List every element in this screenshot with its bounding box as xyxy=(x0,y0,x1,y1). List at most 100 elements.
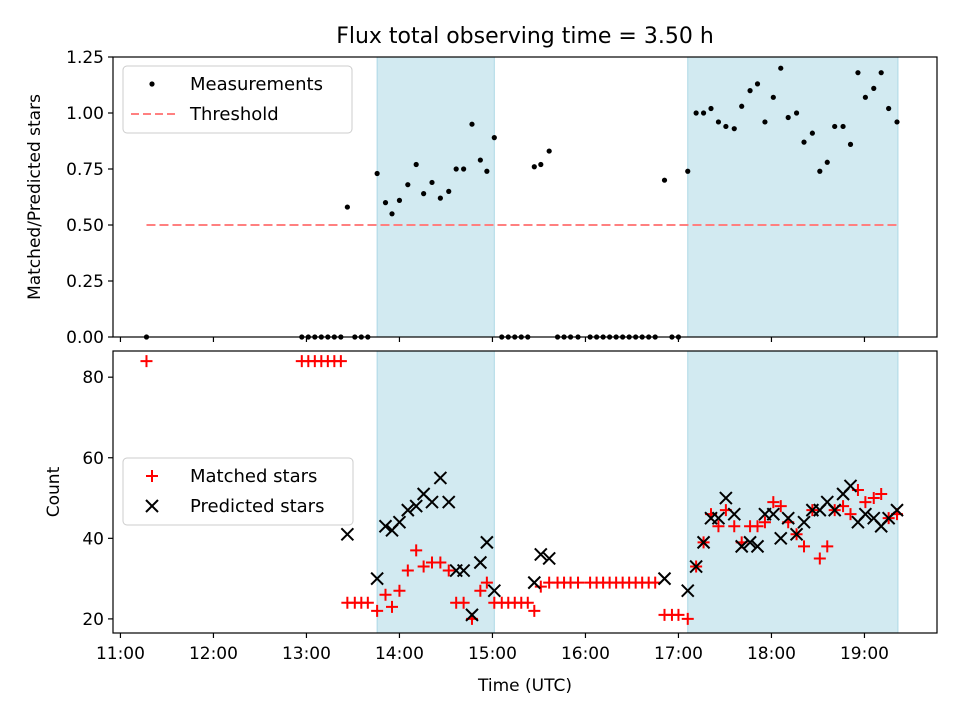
matched-star-marker xyxy=(798,540,811,553)
predicted-star-marker xyxy=(789,527,804,542)
predicted-star-marker xyxy=(681,583,695,598)
predicted-star-marker xyxy=(719,491,733,505)
matched-star-marker xyxy=(410,544,423,557)
shaded-interval-1 xyxy=(376,56,495,338)
y-tick-label: 40 xyxy=(82,529,104,549)
measurement-point xyxy=(491,135,497,141)
predicted-star-marker xyxy=(409,499,423,513)
predicted-star-marker xyxy=(734,539,749,554)
measurement-point xyxy=(538,161,544,168)
matched-star-marker xyxy=(774,500,787,513)
matched-star-marker xyxy=(767,496,780,509)
predicted-star-marker xyxy=(711,511,726,525)
bottom-legend: Matched stars Predicted stars xyxy=(122,457,354,526)
measurement-point xyxy=(824,159,830,165)
matched-star-marker xyxy=(442,564,455,577)
x-tick-label: 18:00 xyxy=(747,644,796,664)
measurement-point xyxy=(840,123,846,130)
x-tick-label: 13:00 xyxy=(282,644,331,664)
matched-star-marker xyxy=(379,588,392,601)
top-axes-frame xyxy=(112,56,938,338)
y-tick-label: 80 xyxy=(82,368,104,388)
measurement-point xyxy=(809,130,815,136)
measurement-point xyxy=(754,81,761,87)
measurement-point xyxy=(685,168,691,174)
matched-star-marker xyxy=(813,552,826,565)
measurement-point xyxy=(693,110,699,116)
x-axis-label: Time (UTC) xyxy=(477,676,572,696)
matched-star-marker xyxy=(821,540,834,553)
matched-star-marker xyxy=(334,355,347,368)
matched-star-marker xyxy=(712,520,725,533)
measurement-point xyxy=(437,195,443,201)
top-y-ticks: 0.00 0.25 0.50 0.75 1.00 1.25 xyxy=(66,48,113,348)
matched-star-marker xyxy=(480,576,493,589)
measurement-point xyxy=(374,170,380,177)
y-tick-label: 20 xyxy=(82,610,104,630)
predicted-star-marker xyxy=(843,479,858,493)
matched-star-marker xyxy=(457,596,470,609)
measurement-point xyxy=(715,119,722,125)
matched-star-marker xyxy=(401,564,414,577)
measurement-point xyxy=(389,211,395,217)
bottom-shaded-intervals xyxy=(376,350,899,634)
predicted-star-marker xyxy=(743,535,757,550)
measurement-point xyxy=(700,110,707,116)
measurement-point xyxy=(747,88,753,94)
measurement-point xyxy=(405,182,411,188)
x-tick-label: 15:00 xyxy=(468,644,517,664)
chart-title: Flux total observing time = 3.50 h xyxy=(336,24,714,49)
bottom-x-ticks: 11:00 12:00 13:00 14:00 15:00 16:00 17:00 18:00… xyxy=(96,633,889,664)
measurement-point xyxy=(871,85,877,91)
predicted-star-marker xyxy=(433,471,448,485)
measurement-point xyxy=(484,168,490,174)
y-tick-label: 0.25 xyxy=(66,272,104,292)
matched-star-marker xyxy=(528,604,541,617)
predicted-star-marker xyxy=(797,515,811,529)
bottom-axes-frame xyxy=(112,350,938,634)
predicted-star-marker xyxy=(534,547,548,562)
y-tick-label: 0.00 xyxy=(66,328,104,348)
measurement-point xyxy=(778,65,784,71)
bottom-panel: 20 40 60 80 11:00 12:00 13:00 14:00 15:00 16:00 1… xyxy=(44,350,938,696)
measurement-point xyxy=(894,119,900,125)
legend-predicted-label: Predicted stars xyxy=(190,496,324,517)
predicted-star-marker xyxy=(766,507,781,521)
measurement-point xyxy=(723,123,729,130)
y-tick-label: 1.25 xyxy=(66,48,104,68)
y-tick-label: 0.75 xyxy=(66,160,104,180)
predicted-star-marker xyxy=(750,539,765,554)
measurement-point xyxy=(801,139,807,145)
measurement-point xyxy=(739,103,745,109)
measurement-point xyxy=(661,177,668,183)
measurement-point xyxy=(546,148,552,154)
y-tick-label: 1.00 xyxy=(66,104,104,124)
measurement-point xyxy=(785,114,791,121)
predicted-star-marker xyxy=(689,559,703,574)
predicted-star-marker xyxy=(487,583,502,598)
x-tick-label: 19:00 xyxy=(840,644,889,664)
predicted-star-marker xyxy=(781,511,795,525)
matched-star-marker xyxy=(434,556,447,569)
matched-star-marker xyxy=(361,596,374,609)
measurement-point xyxy=(878,70,884,76)
predicted-star-marker xyxy=(370,571,384,586)
predicted-star-marker xyxy=(480,535,494,550)
bottom-y-axis-label: Count xyxy=(44,466,64,517)
matched-star-marker xyxy=(875,488,888,501)
matched-star-marker xyxy=(572,576,585,589)
matched-star-marker xyxy=(474,584,487,597)
measurement-point xyxy=(731,126,737,132)
predicted-star-marker xyxy=(696,535,711,550)
bottom-y-ticks: 20 40 60 80 xyxy=(82,368,113,630)
predicted-star-marker xyxy=(542,551,556,566)
measurement-point xyxy=(421,191,427,197)
predicted-star-marker xyxy=(378,519,393,533)
y-tick-label: 60 xyxy=(82,449,104,469)
y-tick-label: 0.50 xyxy=(66,216,104,236)
legend-predicted-marker xyxy=(145,499,159,513)
matched-star-marker xyxy=(751,520,764,533)
predicted-star-marker xyxy=(890,503,904,517)
measurement-point xyxy=(847,141,854,147)
